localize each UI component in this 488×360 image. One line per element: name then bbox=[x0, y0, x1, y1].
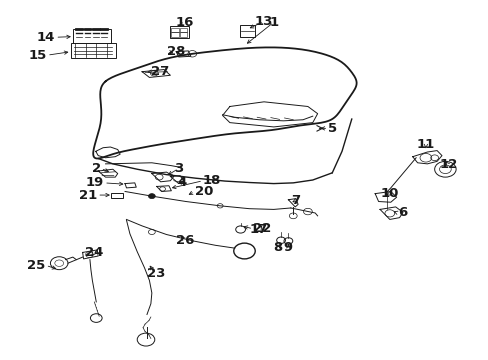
Text: 22: 22 bbox=[253, 222, 271, 235]
Text: 15: 15 bbox=[29, 49, 47, 62]
Text: 18: 18 bbox=[203, 174, 221, 187]
Text: 20: 20 bbox=[194, 185, 213, 198]
Text: 19: 19 bbox=[85, 176, 104, 189]
Text: 25: 25 bbox=[27, 259, 45, 272]
Text: 21: 21 bbox=[79, 189, 97, 202]
Text: 13: 13 bbox=[254, 15, 273, 28]
Text: 1: 1 bbox=[268, 16, 278, 29]
Text: 27: 27 bbox=[151, 65, 169, 78]
Text: 3: 3 bbox=[174, 162, 183, 175]
Text: 14: 14 bbox=[37, 31, 55, 44]
Text: 10: 10 bbox=[380, 187, 398, 200]
Text: 8: 8 bbox=[272, 241, 282, 254]
Text: 4: 4 bbox=[177, 176, 186, 189]
Text: 12: 12 bbox=[438, 158, 456, 171]
Text: 28: 28 bbox=[167, 45, 185, 58]
Text: 17: 17 bbox=[249, 223, 268, 236]
Text: 11: 11 bbox=[416, 138, 434, 150]
Text: 2: 2 bbox=[91, 162, 101, 175]
Text: 24: 24 bbox=[85, 246, 103, 259]
Text: 6: 6 bbox=[397, 207, 407, 220]
Text: 9: 9 bbox=[283, 241, 292, 254]
Text: 23: 23 bbox=[146, 267, 164, 280]
Text: 16: 16 bbox=[176, 17, 194, 30]
Circle shape bbox=[148, 194, 155, 199]
Text: 7: 7 bbox=[290, 194, 300, 207]
Text: 26: 26 bbox=[176, 234, 194, 247]
Text: 5: 5 bbox=[328, 122, 337, 135]
